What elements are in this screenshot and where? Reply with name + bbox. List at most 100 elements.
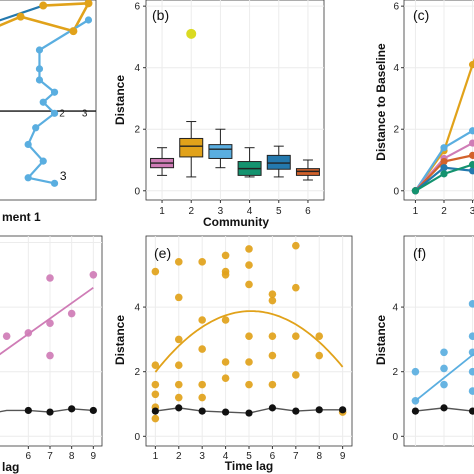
panel-a-yellow-node-0	[39, 1, 48, 10]
panel-a-yellow-tail	[0, 15, 22, 27]
panel-a: 2 3 3 ment 1	[0, 0, 97, 224]
panel-e-point-15	[198, 380, 206, 389]
panel-e-point-16	[198, 393, 206, 402]
panel-e-ytick-label-0: 0	[134, 432, 140, 443]
panel-d-point-4	[67, 309, 76, 318]
panel-e-point-35	[292, 283, 300, 292]
panel-c-ytick-label-1: 2	[393, 125, 399, 136]
panel-e-point-29	[268, 290, 277, 298]
series-2-point-1	[440, 144, 448, 152]
panel-c-letter: (c)	[413, 7, 429, 23]
panel-b: 0 2 4 6 1 2 3 4 5 6 (b) Community Distance	[113, 0, 325, 229]
panel-e-point-31	[268, 332, 277, 340]
panel-e-ytick-label-2: 4	[134, 303, 140, 314]
panel-e-point-10	[174, 380, 183, 389]
panel-f-point-5	[468, 300, 474, 308]
panel-e-point-1	[151, 361, 160, 370]
panel-a-frame	[0, 0, 97, 201]
panel-f-point-3	[440, 364, 448, 373]
panel-d-xtick-label-1: 7	[47, 451, 53, 462]
box-5	[266, 154, 291, 170]
panel-a-blue-node-1	[35, 46, 44, 54]
panel-e-xtick-label-8: 9	[340, 451, 346, 462]
panel-e-point-7	[174, 293, 183, 302]
panel-e-point-27	[245, 358, 253, 366]
panel-d-marks	[0, 270, 98, 416]
panel-e-point-28	[245, 380, 253, 389]
panel-f-baseline-point-0	[411, 407, 420, 415]
series-6-point-2	[468, 161, 474, 169]
panel-f-letter: (f)	[413, 245, 426, 261]
panel-e-point-33	[268, 380, 277, 389]
panel-e-point-25	[245, 280, 253, 289]
panel-a-label-3a: 3	[82, 109, 88, 120]
panel-d-baseline-point-4	[68, 405, 76, 413]
panel-b-xtick-label-0: 1	[159, 206, 165, 217]
panel-d-xtick-label-3: 9	[91, 451, 97, 462]
panel-a-yellow-node-1	[84, 0, 93, 8]
panel-f-baseline-line	[415, 407, 474, 412]
panel-f-ylabel: Distance	[374, 315, 388, 365]
panel-a-blue-node-0	[84, 16, 93, 24]
series-6-point-1	[440, 170, 448, 178]
panel-f-point-4	[440, 380, 448, 389]
panel-e-xtick-label-7: 8	[316, 451, 322, 462]
panel-b-xticks: 1 2 3 4 5 6	[159, 200, 311, 217]
series-4-point-1	[440, 157, 448, 166]
panel-e-point-3	[151, 390, 160, 399]
panel-f: 0 2 4 (f) Distance	[374, 235, 474, 447]
panel-f-ytick-label-2: 4	[392, 303, 398, 314]
panel-d-xlabel: lag	[2, 460, 19, 474]
series-6-point-0	[411, 187, 420, 195]
series-4-line	[414, 154, 474, 192]
panel-d-point-2	[46, 274, 54, 282]
panel-b-boxes	[150, 28, 320, 181]
panel-f-point-9	[468, 387, 474, 395]
panel-b-xtick-label-4: 5	[276, 206, 282, 217]
panel-e-xtick-label-4: 5	[246, 451, 252, 462]
series-5-point-2	[468, 167, 474, 175]
panel-e-letter: (e)	[154, 245, 171, 261]
panel-e-point-5	[151, 414, 160, 423]
panel-d-baseline-line	[0, 408, 94, 413]
panel-a-blue-node-11	[50, 179, 59, 187]
panel-b-ytick-label-3: 6	[134, 2, 140, 13]
panel-c-xtick-label-1: 2	[441, 206, 447, 217]
series-4-point-2	[468, 151, 474, 159]
panel-d-trend-line	[0, 286, 94, 356]
panel-d-point-3	[46, 319, 54, 328]
panel-b-letter: (b)	[152, 7, 169, 23]
panel-e-baseline-point-3	[221, 408, 230, 416]
series-1-point-2	[468, 61, 474, 69]
panel-e-marks	[151, 241, 347, 423]
panel-c-lines	[411, 58, 474, 195]
panel-e-xtick-label-2: 3	[199, 451, 205, 462]
panel-c-yticks: 0 2 4 6	[393, 2, 404, 197]
panel-a-yellow-node-2	[69, 27, 78, 36]
panel-a-label-3b: 3	[60, 169, 67, 183]
panel-a-blue-node-9	[39, 157, 47, 165]
panel-e-point-38	[315, 332, 324, 340]
panel-d-xticks: 6 7 8 9	[26, 446, 97, 462]
panel-e-point-37	[292, 371, 300, 379]
panel-e-baseline-point-2	[198, 407, 206, 415]
panel-d-baseline-point-3	[46, 408, 54, 416]
panel-d-point-0	[2, 332, 11, 340]
panel-c-xticks: 1 2 3	[413, 200, 474, 217]
panel-a-blue-node-5	[39, 98, 47, 106]
panel-f-ytick-label-0: 0	[392, 432, 398, 443]
panel-e-xtick-label-5: 6	[270, 451, 276, 462]
panel-e-point-34	[292, 241, 300, 250]
panel-f-point-7	[468, 348, 474, 357]
panel-a-blue-node-4	[50, 88, 59, 96]
series-2-point-2	[468, 127, 474, 135]
panel-e-yticks: 0 2 4	[134, 303, 146, 443]
panel-e-point-14	[198, 345, 206, 353]
panel-e-point-32	[268, 351, 277, 360]
panel-e-point-22	[221, 374, 230, 382]
panel-e-xtick-label-0: 1	[153, 451, 159, 462]
panel-e-xlabel: Time lag	[225, 459, 273, 473]
panel-a-blue-node-2	[35, 65, 44, 73]
panel-e-point-0	[151, 267, 160, 276]
panel-c: 0 2 4 6 1 2 3 (c) Distance to Baseline	[374, 0, 474, 217]
